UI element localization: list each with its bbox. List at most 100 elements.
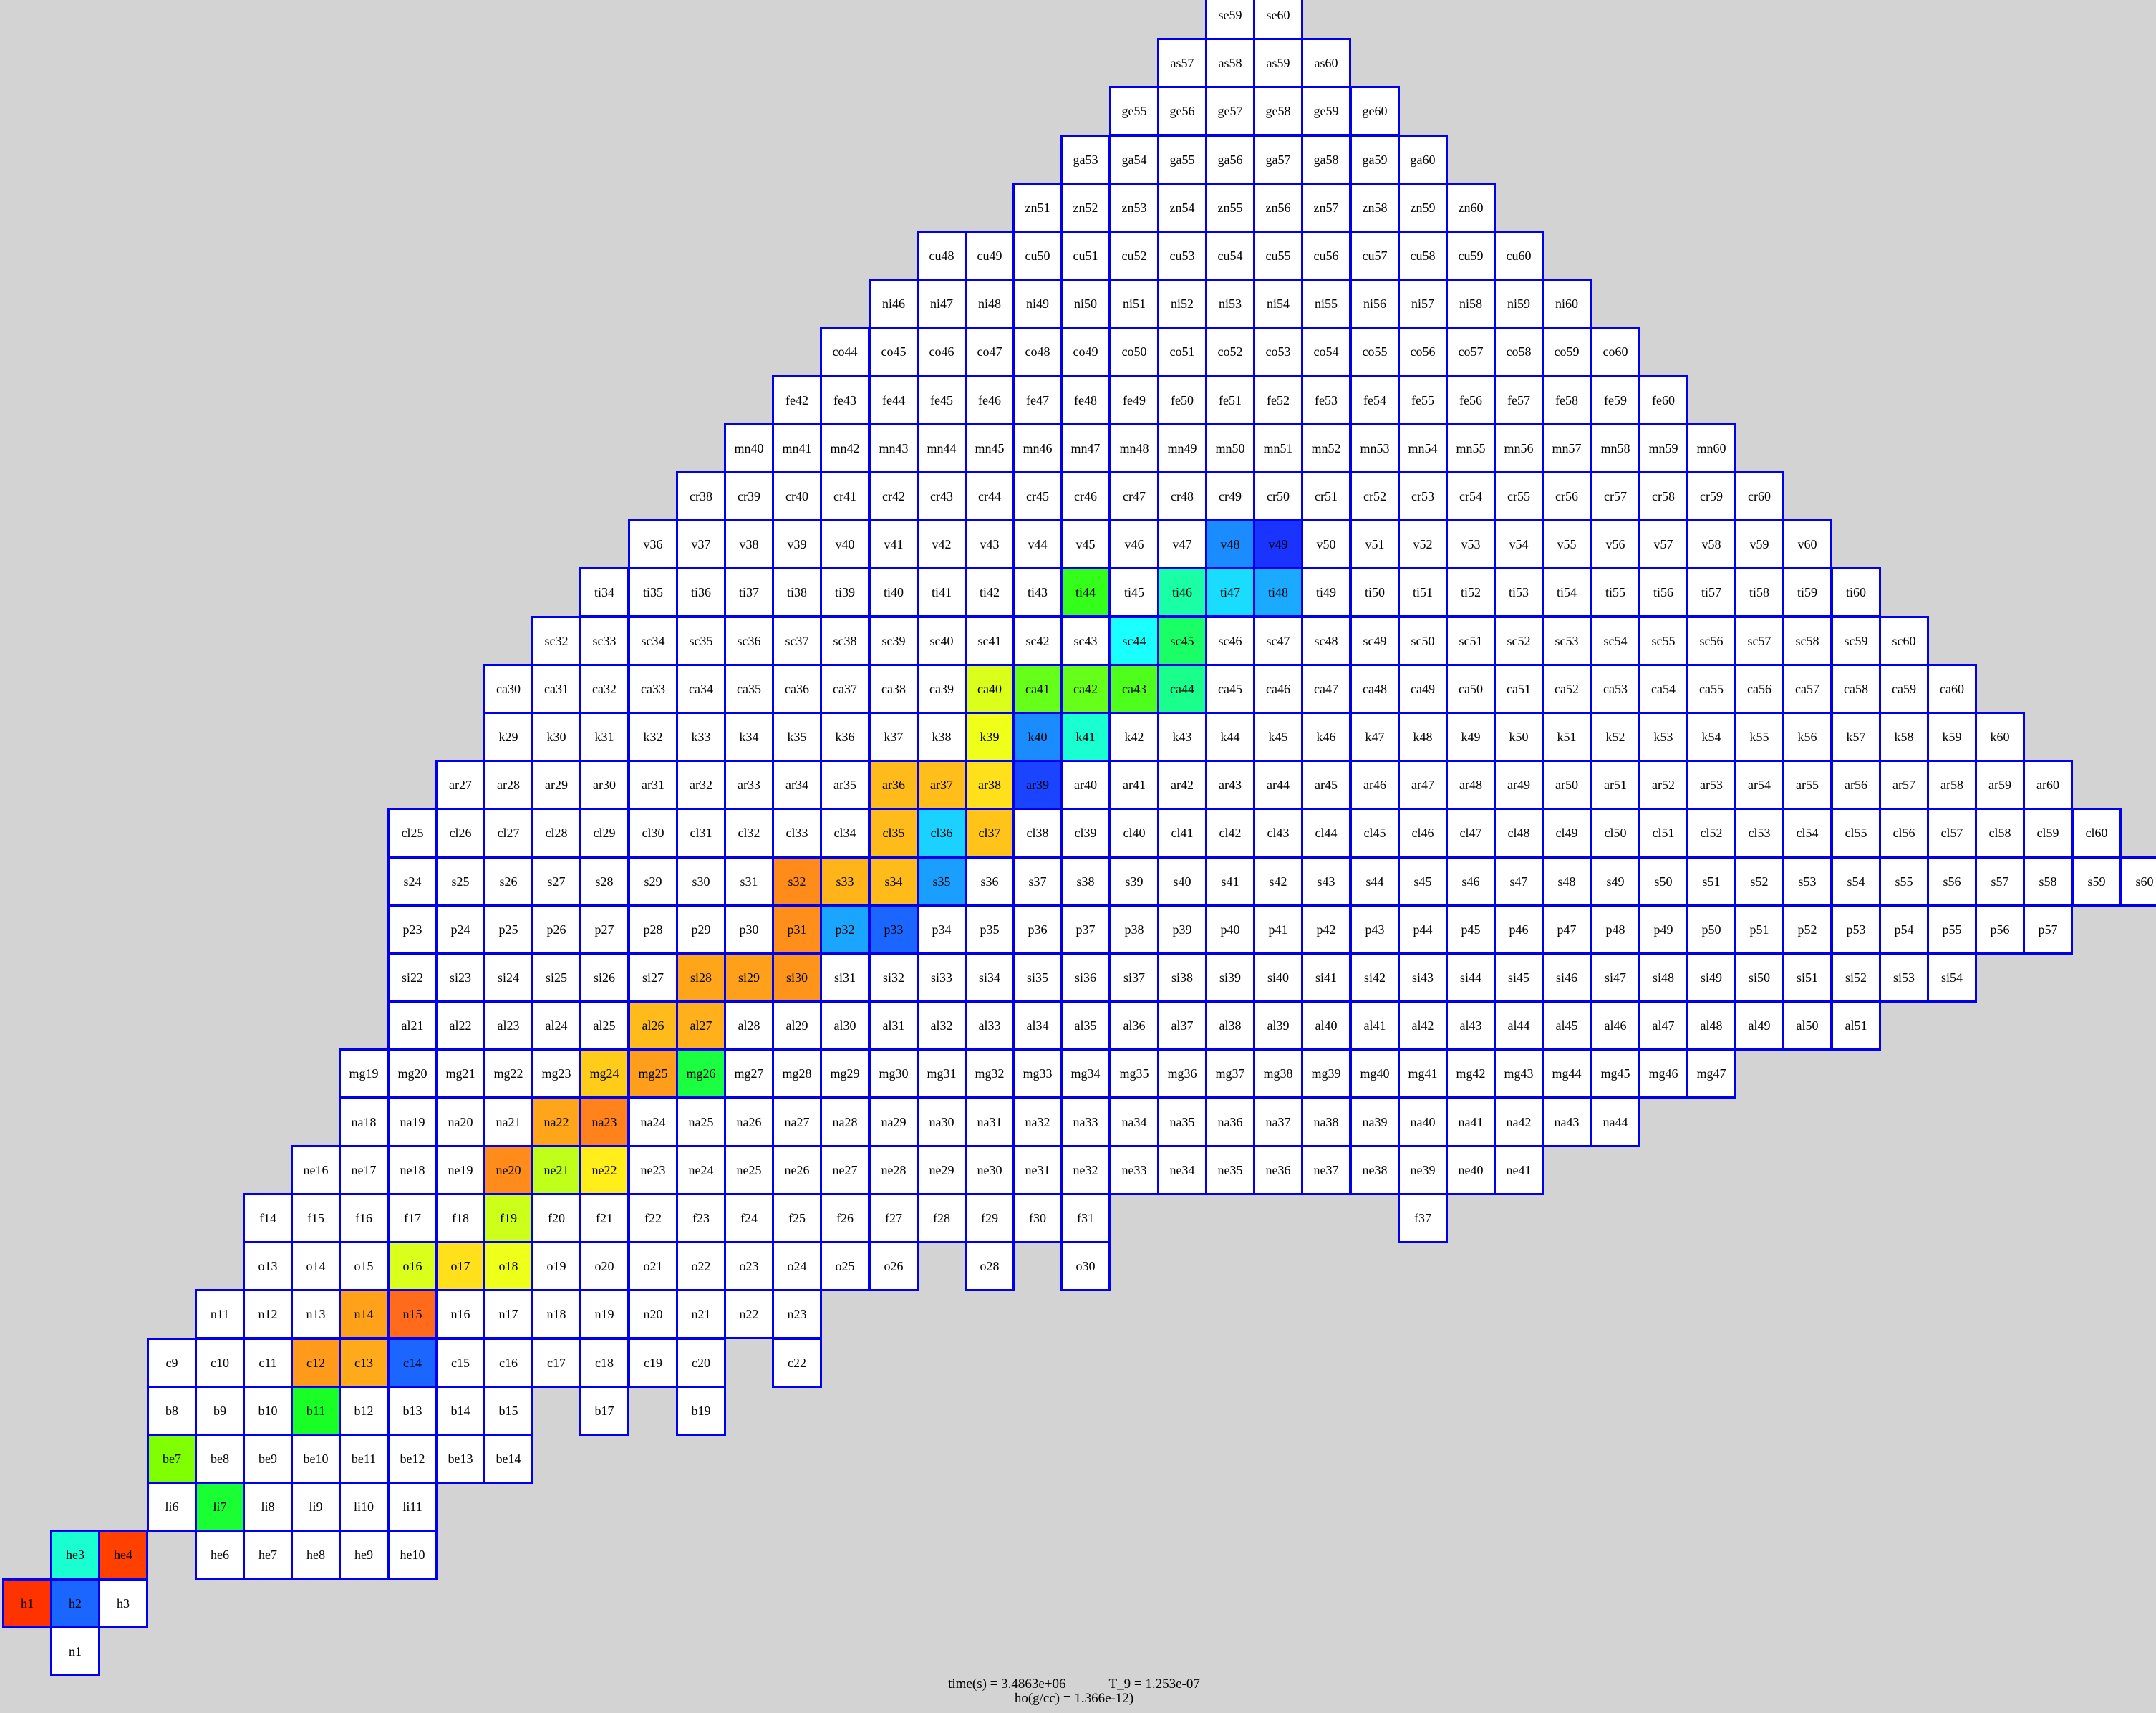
nuclide-n23: n23 — [772, 1289, 822, 1339]
nuclide-ne38: ne38 — [1350, 1145, 1400, 1195]
nuclide-cl60: cl60 — [2072, 808, 2122, 858]
nuclide-sc48: sc48 — [1301, 616, 1351, 666]
nuclide-p53: p53 — [1831, 904, 1881, 955]
nuclide-p55: p55 — [1927, 904, 1977, 955]
nuclide-al45: al45 — [1542, 1000, 1592, 1051]
nuclide-cl46: cl46 — [1398, 808, 1448, 858]
nuclide-al44: al44 — [1494, 1000, 1544, 1051]
nuclide-ar42: ar42 — [1157, 760, 1207, 810]
nuclide-he3: he3 — [50, 1530, 100, 1580]
nuclide-k42: k42 — [1109, 712, 1159, 762]
nuclide-s34: s34 — [869, 856, 919, 907]
nuclide-p26: p26 — [531, 904, 581, 955]
nuclide-c20: c20 — [676, 1338, 726, 1388]
nuclide-f27: f27 — [869, 1193, 919, 1243]
nuclide-ar45: ar45 — [1301, 760, 1351, 810]
nuclide-mg47: mg47 — [1686, 1048, 1736, 1099]
nuclide-be12: be12 — [387, 1434, 438, 1484]
nuclide-mn60: mn60 — [1686, 423, 1736, 473]
nuclide-v55: v55 — [1542, 519, 1592, 569]
nuclide-sc36: sc36 — [724, 616, 774, 666]
nuclide-s37: s37 — [1012, 856, 1063, 907]
nuclide-k54: k54 — [1686, 712, 1736, 762]
nuclide-si52: si52 — [1831, 952, 1881, 1003]
nuclide-cl55: cl55 — [1831, 808, 1881, 858]
nuclide-h2: h2 — [50, 1578, 100, 1628]
nuclide-mg40: mg40 — [1350, 1048, 1400, 1099]
nuclide-cr60: cr60 — [1734, 471, 1784, 521]
nuclide-cu58: cu58 — [1398, 231, 1448, 281]
nuclide-ar55: ar55 — [1782, 760, 1832, 810]
nuclide-cl41: cl41 — [1157, 808, 1207, 858]
nuclide-k44: k44 — [1205, 712, 1255, 762]
nuclide-mn45: mn45 — [965, 423, 1015, 473]
nuclide-ti54: ti54 — [1542, 567, 1592, 617]
nuclide-p29: p29 — [676, 904, 726, 955]
nuclide-mg43: mg43 — [1494, 1048, 1544, 1099]
nuclide-cu56: cu56 — [1301, 231, 1351, 281]
nuclide-n13: n13 — [291, 1289, 341, 1339]
nuclide-k43: k43 — [1157, 712, 1207, 762]
nuclide-li9: li9 — [291, 1482, 341, 1532]
nuclide-ne41: ne41 — [1494, 1145, 1544, 1195]
nuclide-p39: p39 — [1157, 904, 1207, 955]
nuclide-co53: co53 — [1253, 327, 1303, 377]
nuclide-n22: n22 — [724, 1289, 774, 1339]
nuclide-as58: as58 — [1205, 38, 1255, 88]
nuclide-zn53: zn53 — [1109, 183, 1159, 233]
nuclide-p51: p51 — [1734, 904, 1784, 955]
nuclide-b14: b14 — [435, 1386, 485, 1436]
nuclide-be11: be11 — [339, 1434, 389, 1484]
nuclide-ga55: ga55 — [1157, 135, 1207, 185]
nuclide-p50: p50 — [1686, 904, 1736, 955]
nuclide-ca57: ca57 — [1782, 664, 1832, 714]
nuclide-cl47: cl47 — [1446, 808, 1496, 858]
nuclide-s33: s33 — [820, 856, 870, 907]
nuclide-sc57: sc57 — [1734, 616, 1784, 666]
nuclide-sc54: sc54 — [1590, 616, 1640, 666]
nuclide-f20: f20 — [531, 1193, 581, 1243]
nuclide-mn47: mn47 — [1060, 423, 1111, 473]
nuclide-f18: f18 — [435, 1193, 485, 1243]
nuclide-sc50: sc50 — [1398, 616, 1448, 666]
nuclide-p57: p57 — [2023, 904, 2073, 955]
nuclide-ne26: ne26 — [772, 1145, 822, 1195]
nuclide-ga57: ga57 — [1253, 135, 1303, 185]
nuclide-ga58: ga58 — [1301, 135, 1351, 185]
nuclide-o15: o15 — [339, 1241, 389, 1291]
nuclide-sc53: sc53 — [1542, 616, 1592, 666]
nuclide-n21: n21 — [676, 1289, 726, 1339]
nuclide-ti49: ti49 — [1301, 567, 1351, 617]
nuclide-c15: c15 — [435, 1338, 485, 1388]
nuclide-co60: co60 — [1590, 327, 1640, 377]
nuclide-sc41: sc41 — [965, 616, 1015, 666]
nuclide-s25: s25 — [435, 856, 485, 907]
nuclide-mn40: mn40 — [724, 423, 774, 473]
nuclide-p33: p33 — [869, 904, 919, 955]
nuclide-ca38: ca38 — [869, 664, 919, 714]
nuclide-ti47: ti47 — [1205, 567, 1255, 617]
nuclide-cr47: cr47 — [1109, 471, 1159, 521]
nuclide-o18: o18 — [483, 1241, 533, 1291]
nuclide-cl50: cl50 — [1590, 808, 1640, 858]
nuclide-mg30: mg30 — [869, 1048, 919, 1099]
nuclide-al49: al49 — [1734, 1000, 1784, 1051]
nuclide-v41: v41 — [869, 519, 919, 569]
nuclide-as59: as59 — [1253, 38, 1303, 88]
nuclide-ga60: ga60 — [1398, 135, 1448, 185]
nuclide-sc32: sc32 — [531, 616, 581, 666]
nuclide-na40: na40 — [1398, 1097, 1448, 1147]
nuclide-o19: o19 — [531, 1241, 581, 1291]
nuclide-f37: f37 — [1398, 1193, 1448, 1243]
nuclide-v50: v50 — [1301, 519, 1351, 569]
nuclide-s35: s35 — [917, 856, 967, 907]
nuclide-fe60: fe60 — [1638, 375, 1688, 425]
nuclide-si27: si27 — [628, 952, 678, 1003]
nuclide-k41: k41 — [1060, 712, 1111, 762]
nuclide-k35: k35 — [772, 712, 822, 762]
nuclide-v53: v53 — [1446, 519, 1496, 569]
nuclide-f14: f14 — [243, 1193, 293, 1243]
nuclide-co47: co47 — [965, 327, 1015, 377]
nuclide-v58: v58 — [1686, 519, 1736, 569]
nuclide-fe48: fe48 — [1060, 375, 1111, 425]
